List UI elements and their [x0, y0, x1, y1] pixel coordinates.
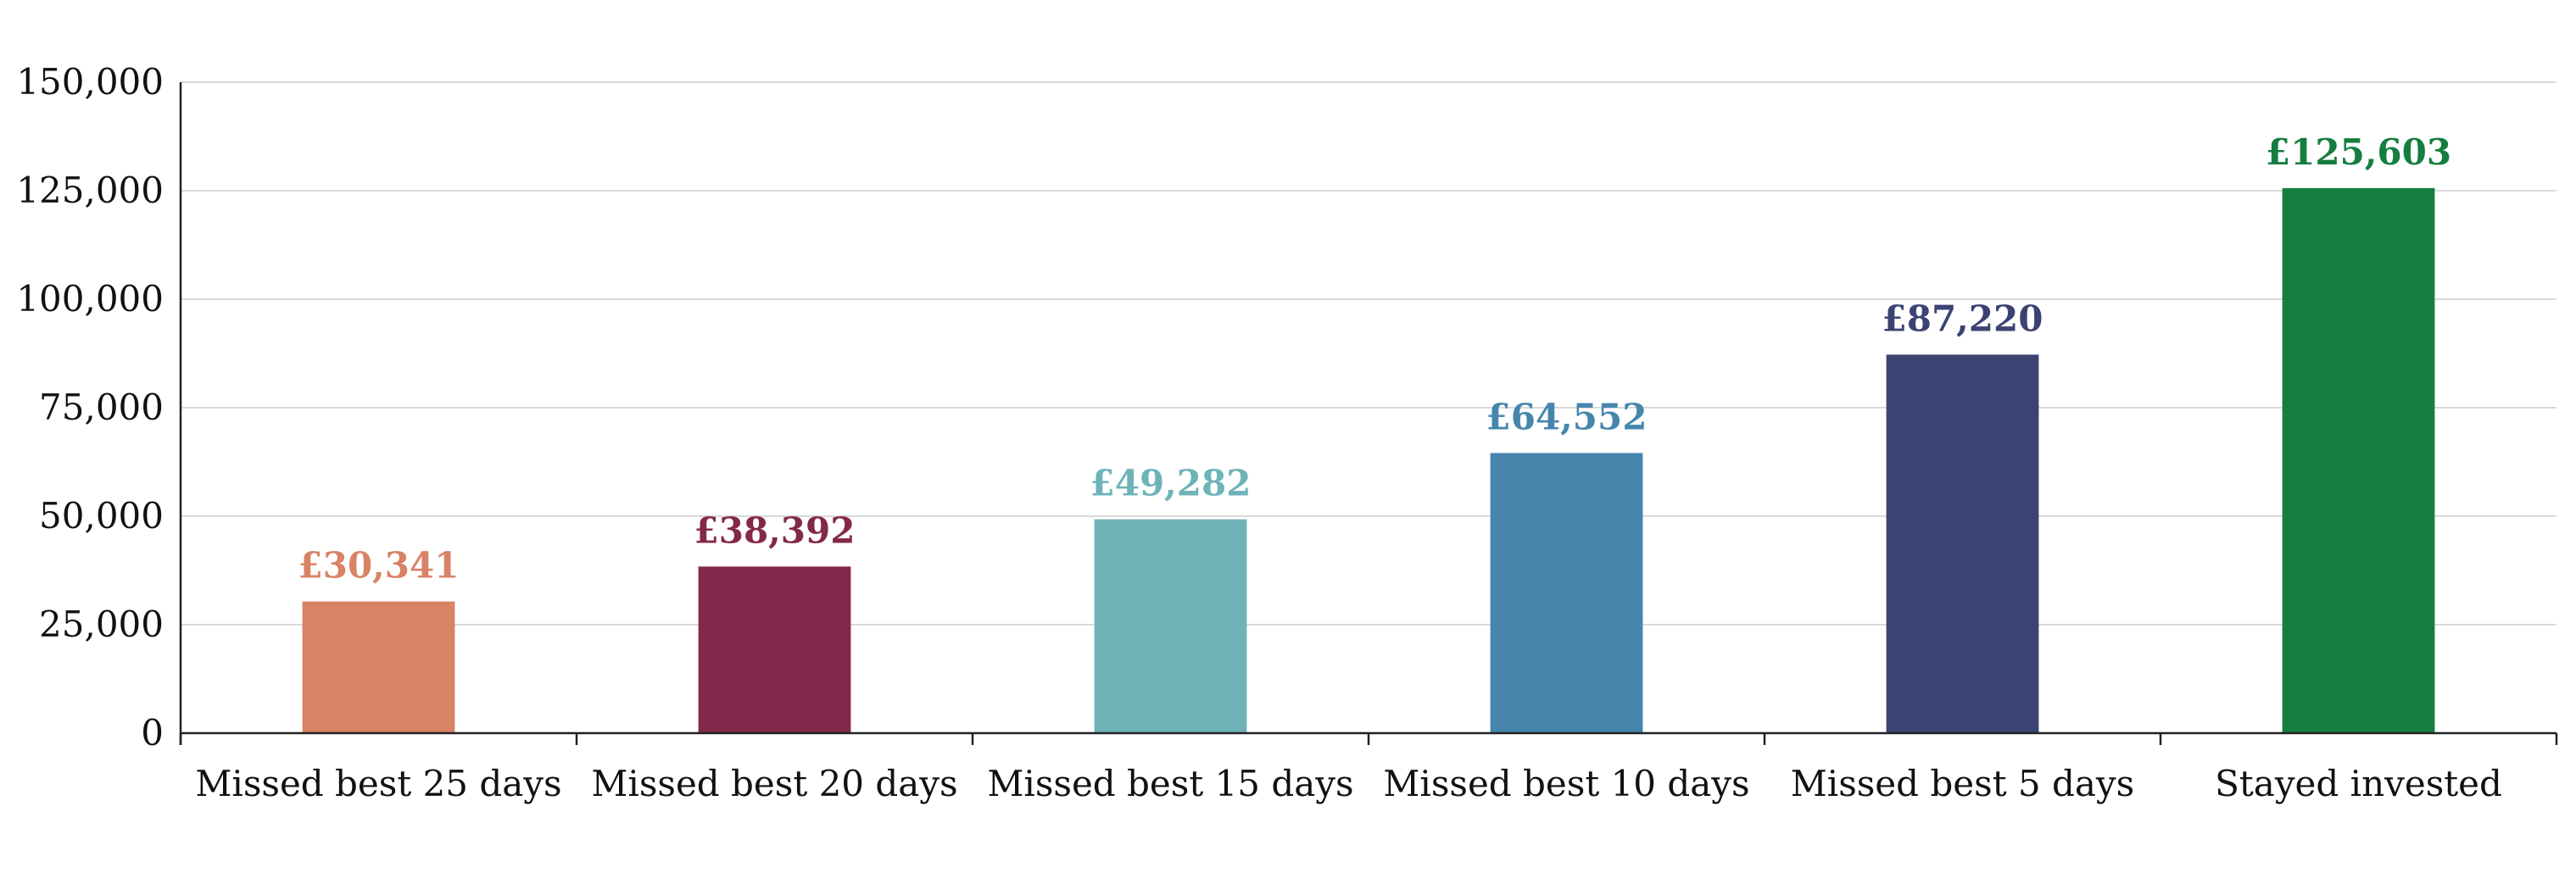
- y-tick-label: 25,000: [39, 603, 164, 645]
- x-category-label: Missed best 15 days: [987, 763, 1353, 804]
- gridlines: [181, 81, 2556, 626]
- x-category-label: Missed best 10 days: [1383, 763, 1749, 804]
- data-label: £64,552: [1486, 396, 1648, 437]
- labels: 0 25,000 50,000 75,000 100,000 125,000 150,000…: [16, 61, 2502, 804]
- y-tick-label: 50,000: [39, 495, 164, 537]
- x-category-label: Missed best 20 days: [591, 763, 957, 804]
- bar: [698, 566, 851, 733]
- y-tick-label: 100,000: [16, 278, 164, 320]
- y-tick-label: 125,000: [16, 170, 164, 211]
- data-label: £125,603: [2266, 131, 2451, 173]
- data-label: £49,282: [1090, 463, 1252, 504]
- x-category-label: Missed best 5 days: [1791, 763, 2134, 804]
- bar: [2282, 187, 2435, 733]
- x-category-label: Stayed invested: [2215, 763, 2502, 804]
- axes: [179, 82, 2558, 745]
- bar: [1490, 453, 1643, 733]
- data-label: £38,392: [694, 509, 856, 551]
- bar: [1094, 519, 1247, 733]
- data-label: £30,341: [298, 545, 460, 587]
- y-tick-label: 75,000: [39, 386, 164, 428]
- y-tick-label: 150,000: [16, 61, 164, 103]
- data-label: £87,220: [1882, 297, 2044, 339]
- bar: [1886, 354, 2039, 733]
- x-category-label: Missed best 25 days: [195, 763, 561, 804]
- bars: [302, 187, 2435, 733]
- y-tick-label: 0: [141, 712, 164, 753]
- bar: [302, 601, 455, 733]
